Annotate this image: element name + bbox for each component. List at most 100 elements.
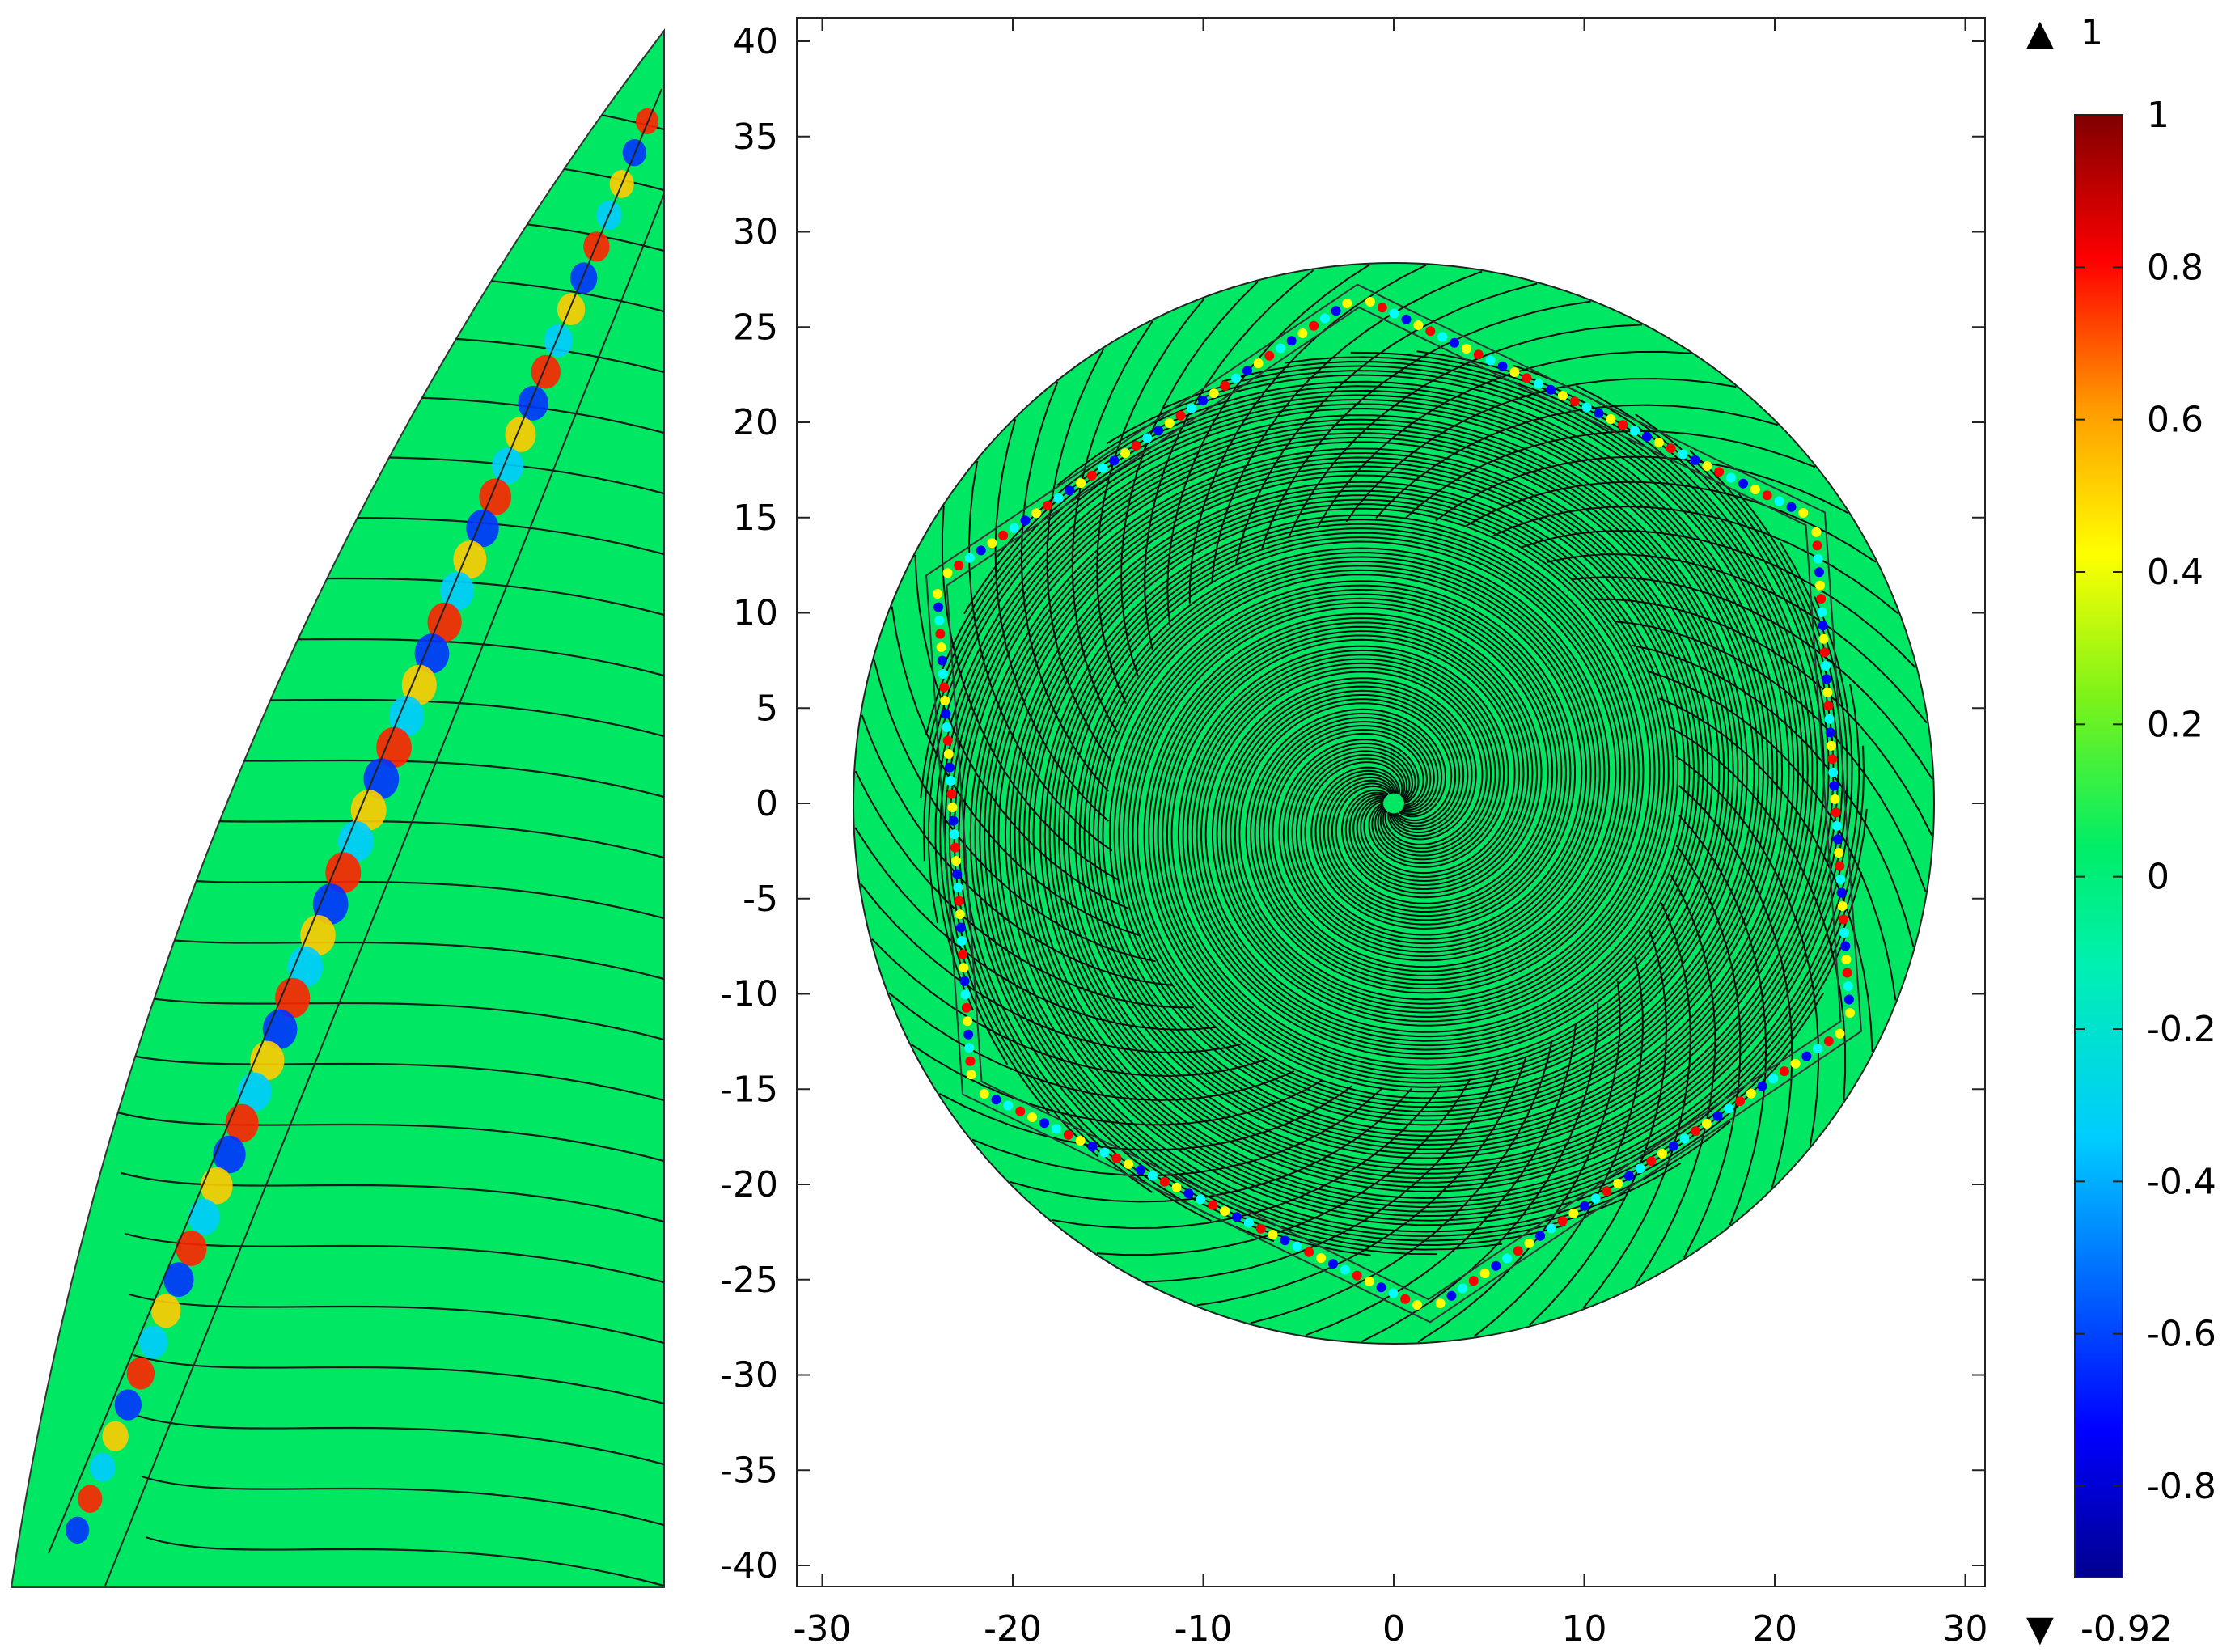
field-blob <box>1819 647 1830 658</box>
spiral-line <box>940 389 1774 1117</box>
field-blob <box>1220 380 1230 391</box>
inset-line <box>150 1598 664 1646</box>
field-blob <box>1836 887 1847 898</box>
radial-line <box>1071 320 1153 733</box>
radial-line <box>871 938 1268 1078</box>
radial-line <box>1674 755 1820 1146</box>
radial-line <box>1305 1023 1577 1336</box>
field-blob <box>1388 1288 1399 1298</box>
field-blob <box>1051 1124 1061 1134</box>
field-blob <box>1816 594 1827 604</box>
circular-domain <box>853 262 1935 1345</box>
y-tick-label: -35 <box>720 1450 778 1491</box>
field-blob <box>957 936 967 947</box>
field-blob <box>1220 1206 1230 1216</box>
field-blob <box>1557 391 1568 400</box>
spiral-line <box>974 451 1709 1256</box>
radial-line <box>1096 1078 1471 1256</box>
y-tick-label: -15 <box>720 1069 778 1110</box>
field-blob <box>1668 1141 1678 1151</box>
spiral-line <box>1062 384 1830 1171</box>
inset-field-blob <box>225 1103 259 1142</box>
field-blob <box>942 722 952 732</box>
field-blob <box>1691 1126 1701 1137</box>
field-blob <box>1009 523 1019 533</box>
spiral-line <box>1004 481 1793 1226</box>
spiral-line <box>963 441 1721 1243</box>
field-blob <box>1702 461 1712 471</box>
field-blob <box>1458 1283 1468 1294</box>
inset-field-blob <box>401 664 437 705</box>
inset-field-blob <box>213 1135 246 1174</box>
field-blob <box>955 909 965 920</box>
radial-line <box>1250 1041 1553 1324</box>
field-blob <box>1813 553 1823 564</box>
field-blob <box>1027 1112 1038 1122</box>
y-tick-label: 30 <box>733 212 778 253</box>
radial-line <box>1614 621 1927 892</box>
x-tick-label: 10 <box>1562 1608 1607 1650</box>
field-blob <box>1838 914 1848 925</box>
colorbar-tick-label: 0.6 <box>2147 400 2203 441</box>
radial-line <box>1678 815 1767 1226</box>
field-blob <box>1594 408 1604 418</box>
y-tick-label: 15 <box>733 498 778 539</box>
field-blob <box>954 896 964 906</box>
colorbar-max-marker: ▲ <box>2026 12 2054 53</box>
field-blob <box>1099 1147 1110 1158</box>
spiral-line <box>948 427 1734 1158</box>
inset-line <box>121 1171 664 1223</box>
inset-field-blob <box>126 1358 155 1390</box>
spiral-line <box>1048 493 1844 1184</box>
field-blob <box>1581 402 1592 413</box>
field-blob <box>1724 1103 1734 1114</box>
inset-line <box>112 1050 664 1102</box>
field-blob <box>1824 714 1835 724</box>
field-blob <box>1209 388 1219 399</box>
field-blob <box>1813 1044 1823 1054</box>
field-blob <box>1473 349 1484 360</box>
spiral-line <box>1009 485 1824 1222</box>
field-blob <box>942 735 953 746</box>
radial-line <box>1435 455 1849 522</box>
field-blob <box>1790 1058 1801 1069</box>
colorbar-tick-label: -0.6 <box>2147 1314 2216 1355</box>
field-blob <box>1557 1216 1568 1226</box>
radial-line <box>1668 726 1847 1101</box>
field-blob <box>1842 968 1852 978</box>
field-blob <box>1666 443 1676 454</box>
field-blob <box>1826 740 1836 751</box>
radial-line <box>1051 1084 1442 1230</box>
x-tick-label: -30 <box>794 1608 852 1650</box>
field-blob <box>1509 367 1520 377</box>
y-tick-label: 0 <box>756 783 778 824</box>
inset-field-blob <box>636 108 658 135</box>
field-blob <box>998 530 1009 540</box>
field-blob <box>1153 426 1164 436</box>
inset-field-blob <box>414 633 450 674</box>
field-blob <box>960 989 971 1000</box>
radial-streamlines <box>854 264 1933 1343</box>
field-blob <box>1043 500 1052 510</box>
field-blob <box>1821 660 1831 671</box>
spiral-line <box>1088 360 1804 1146</box>
field-blob <box>1845 1008 1855 1018</box>
spiral-line <box>1039 514 1853 1192</box>
spiral-line <box>943 423 1739 1114</box>
spiral-line <box>920 398 1765 1108</box>
field-blob <box>955 922 966 933</box>
field-blob <box>1811 527 1822 537</box>
inset-line <box>48 79 664 131</box>
inset-field-blob <box>66 1516 90 1544</box>
hexagon-inner-boundary <box>946 306 1842 1301</box>
y-tick-label: 10 <box>733 593 778 634</box>
radial-line <box>1046 348 1112 762</box>
spiral-line <box>1018 494 1863 1213</box>
field-blob <box>949 829 959 840</box>
colorbar-tick-label: 1 <box>2147 95 2169 136</box>
field-blob <box>1437 332 1448 342</box>
inset-line <box>133 1353 664 1405</box>
field-blob <box>1015 1106 1026 1116</box>
radial-line <box>860 883 1241 1053</box>
spiral-line <box>1014 489 1848 1218</box>
